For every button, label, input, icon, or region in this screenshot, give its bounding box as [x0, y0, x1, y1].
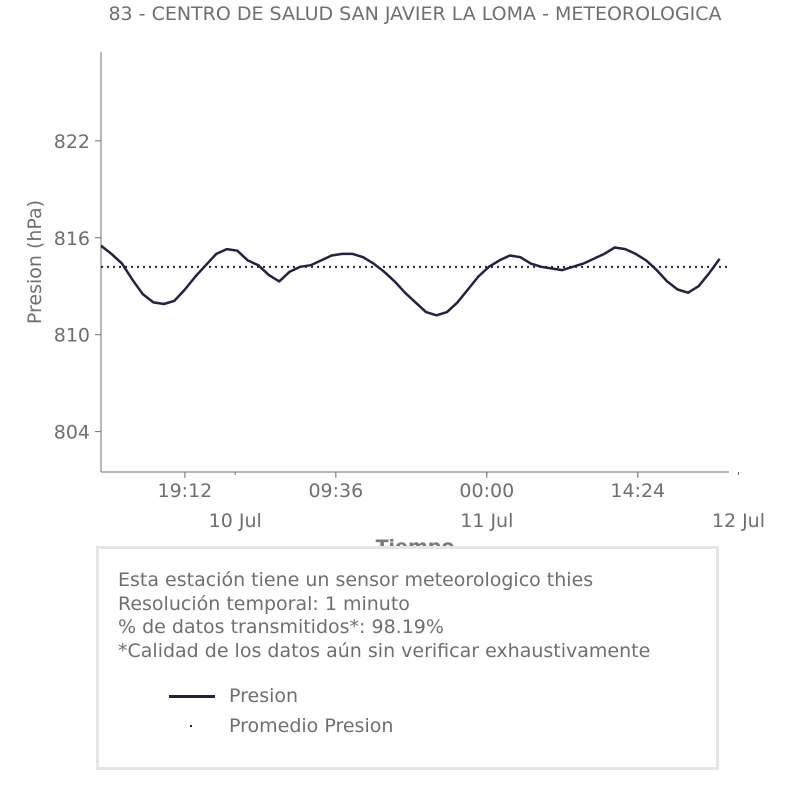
chart-legend: Presion Promedio Presion: [169, 681, 393, 741]
info-legend-box: Esta estación tiene un sensor meteorolog…: [96, 546, 719, 770]
x-tick-label: 19:12: [157, 480, 212, 502]
y-tick-label: 810: [54, 325, 90, 347]
y-axis-label: Presion (hPa): [24, 200, 46, 324]
legend-swatch-solid-line: [169, 689, 215, 703]
x-tick-label: 14:24: [610, 480, 665, 502]
x-axis-ticks: 19:12 09:36 00:00 14:24: [157, 472, 665, 502]
x-axis-date-labels: 10 Jul 11 Jul 12 Jul: [209, 472, 765, 532]
station-info: Esta estación tiene un sensor meteorolog…: [118, 569, 650, 663]
legend-label-promedio: Promedio Presion: [229, 715, 394, 737]
legend-item-presion: Presion: [169, 681, 393, 711]
legend-swatch-dotted-line: [169, 719, 215, 733]
y-tick-label: 822: [54, 131, 90, 153]
x-axis-label: Tiempo: [376, 536, 455, 546]
x-date-label: 10 Jul: [209, 510, 262, 532]
pressure-series-line: [100, 244, 721, 317]
y-axis-ticks: 804 810 816 822: [54, 131, 101, 444]
info-line-sensor: Esta estación tiene un sensor meteorolog…: [118, 569, 594, 591]
info-line-resolution: Resolución temporal: 1 minuto: [118, 592, 410, 615]
x-date-label: 11 Jul: [460, 510, 513, 532]
x-tick-label: 00:00: [459, 480, 514, 502]
pressure-chart: 83 - CENTRO DE SALUD SAN JAVIER LA LOMA …: [24, 3, 765, 546]
chart-title: 83 - CENTRO DE SALUD SAN JAVIER LA LOMA …: [108, 3, 721, 25]
info-line-transmission: % de datos transmitidos*: 98.19%: [118, 616, 444, 638]
x-tick-label: 09:36: [308, 480, 363, 502]
legend-item-promedio: Promedio Presion: [169, 711, 393, 741]
legend-label-presion: Presion: [229, 685, 299, 707]
x-date-label: 12 Jul: [712, 510, 765, 532]
y-tick-label: 804: [54, 422, 90, 444]
y-tick-label: 816: [54, 228, 90, 250]
info-line-quality: *Calidad de los datos aún sin verificar …: [118, 639, 651, 662]
